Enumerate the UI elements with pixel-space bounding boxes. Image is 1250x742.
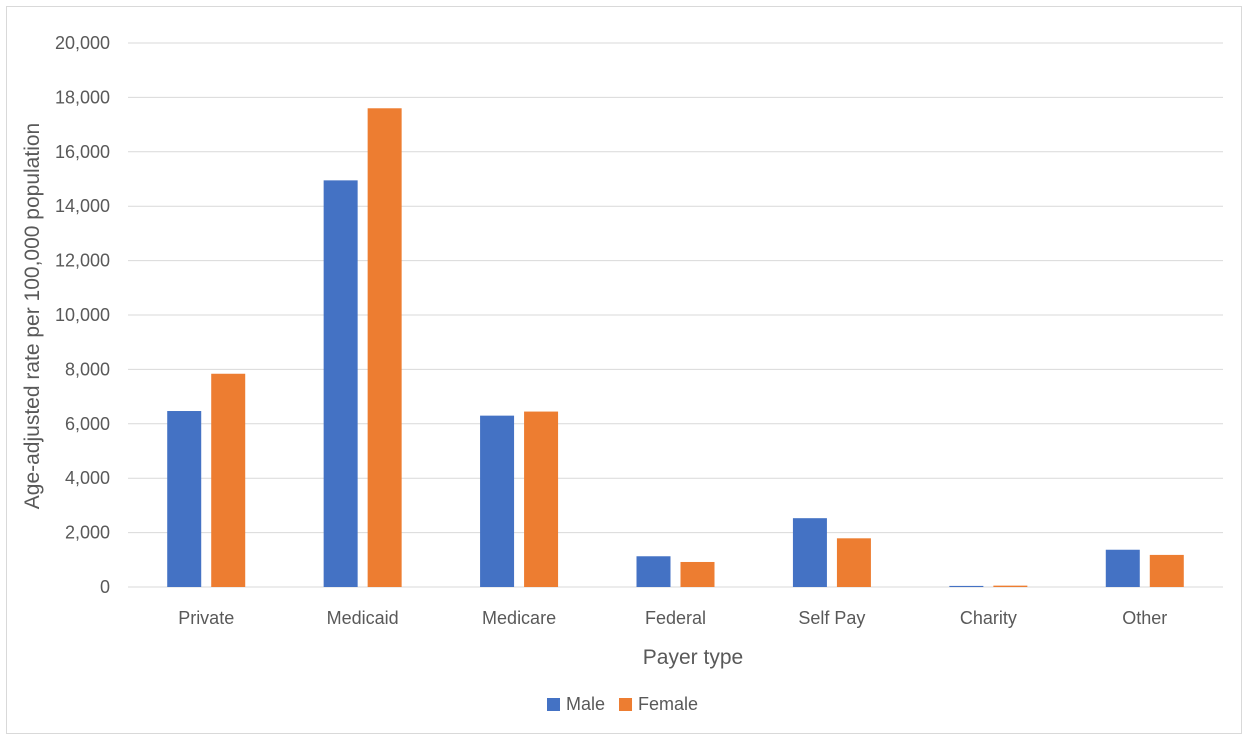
x-tick-label: Medicare xyxy=(482,608,556,628)
y-tick-label: 4,000 xyxy=(65,468,110,488)
bars xyxy=(167,108,1184,588)
y-tick-label: 2,000 xyxy=(65,523,110,543)
y-tick-label: 12,000 xyxy=(55,251,110,271)
y-tick-label: 10,000 xyxy=(55,305,110,325)
bar-female-medicare xyxy=(524,411,559,587)
bar-male-federal xyxy=(636,556,671,587)
bar-male-medicare xyxy=(480,415,515,587)
y-axis-ticks: 0 2,000 4,000 6,000 8,000 10,000 12,000 14,000 1… xyxy=(55,33,110,597)
x-tick-label: Other xyxy=(1122,608,1167,628)
y-tick-label: 14,000 xyxy=(55,196,110,216)
y-tick-label: 18,000 xyxy=(55,87,110,107)
bar-female-charity xyxy=(993,585,1028,587)
y-tick-label: 0 xyxy=(100,577,110,597)
x-axis-ticks: Private Medicaid Medicare Federal Self Pay Ch… xyxy=(178,608,1167,628)
bar-male-medicaid xyxy=(323,180,358,588)
legend-swatch-male xyxy=(547,698,560,711)
legend: Male Female xyxy=(547,694,698,714)
x-tick-label: Charity xyxy=(960,608,1017,628)
bar-female-medicaid xyxy=(367,108,402,587)
y-axis-title: Age-adjusted rate per 100,000 population xyxy=(21,123,44,509)
x-tick-label: Private xyxy=(178,608,234,628)
chart-area xyxy=(6,6,1242,734)
bar-male-private xyxy=(167,411,202,587)
bar-female-self-pay xyxy=(836,538,871,587)
x-tick-label: Federal xyxy=(645,608,706,628)
x-axis-title: Payer type xyxy=(643,646,743,669)
bar-male-self-pay xyxy=(792,518,827,587)
bar-female-federal xyxy=(680,561,715,587)
bar-female-other xyxy=(1149,554,1184,587)
bar-male-other xyxy=(1105,549,1140,587)
x-tick-label: Self Pay xyxy=(798,608,865,628)
bar-male-charity xyxy=(949,585,984,587)
y-tick-label: 8,000 xyxy=(65,359,110,379)
legend-label-female: Female xyxy=(638,694,698,714)
y-tick-label: 6,000 xyxy=(65,414,110,434)
gridlines xyxy=(128,42,1223,588)
bar-female-private xyxy=(211,373,246,587)
x-tick-label: Medicaid xyxy=(327,608,399,628)
legend-swatch-female xyxy=(619,698,633,711)
y-tick-label: 20,000 xyxy=(55,33,110,53)
y-tick-label: 16,000 xyxy=(55,142,110,162)
legend-label-male: Male xyxy=(566,694,605,714)
